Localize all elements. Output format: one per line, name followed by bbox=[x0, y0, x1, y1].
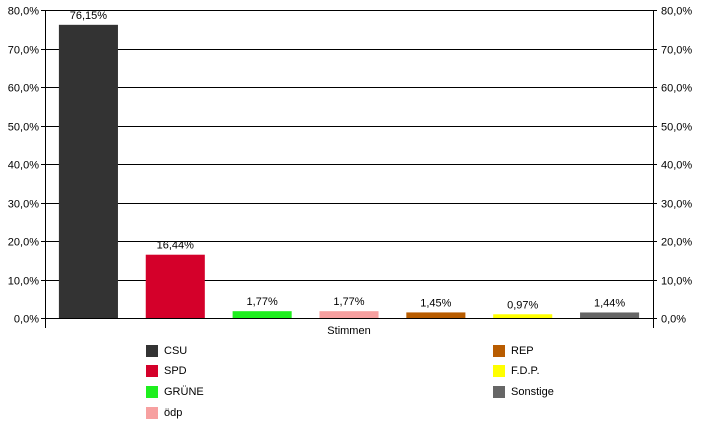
data-label: 1,44% bbox=[594, 297, 625, 309]
y-tick-label-right: 10,0% bbox=[661, 276, 692, 288]
bar-REP bbox=[406, 312, 466, 318]
bar-CSU bbox=[58, 24, 118, 318]
y-tick-label-left: 30,0% bbox=[8, 199, 39, 211]
data-label: 76,15% bbox=[70, 10, 108, 22]
axes: 0,0% 0,0% 10,0% 10,0% 20,0% 20,0% 30,0% 30,0% 40… bbox=[8, 6, 692, 328]
y-tick-label-right: 20,0% bbox=[661, 237, 692, 249]
y-tick-label-right: 60,0% bbox=[661, 83, 692, 95]
data-labels: 76,15% 16,44% 1,77% 1,77% 1,45% 0,97% 1,44% bbox=[70, 10, 626, 311]
y-tick-label-right: 30,0% bbox=[661, 199, 692, 211]
data-label: 1,77% bbox=[247, 296, 278, 308]
x-axis-label: Stimmen bbox=[327, 325, 370, 337]
bar-Sonstige bbox=[580, 312, 640, 318]
bar-ödp bbox=[319, 311, 379, 318]
y-tick-label-left: 50,0% bbox=[8, 122, 39, 134]
data-label: 16,44% bbox=[157, 240, 195, 252]
data-label: 0,97% bbox=[507, 299, 538, 311]
y-tick-label-left: 40,0% bbox=[8, 160, 39, 172]
y-tick-label-left: 20,0% bbox=[8, 237, 39, 249]
y-tick-label-right: 0,0% bbox=[661, 314, 686, 326]
y-tick-label-right: 80,0% bbox=[661, 6, 692, 18]
bar-SPD bbox=[145, 254, 205, 318]
bar-F.D.P. bbox=[493, 314, 553, 318]
y-tick-label-right: 70,0% bbox=[661, 45, 692, 57]
data-label: 1,77% bbox=[333, 296, 364, 308]
y-tick-label-left: 60,0% bbox=[8, 83, 39, 95]
data-label: 1,45% bbox=[420, 297, 451, 309]
y-tick-label-right: 40,0% bbox=[661, 160, 692, 172]
gridlines bbox=[45, 10, 653, 319]
y-tick-label-left: 80,0% bbox=[8, 6, 39, 18]
y-tick-label-left: 70,0% bbox=[8, 45, 39, 57]
y-tick-label-left: 0,0% bbox=[14, 314, 39, 326]
y-tick-label-right: 50,0% bbox=[661, 122, 692, 134]
bars bbox=[58, 24, 640, 318]
y-tick-label-left: 10,0% bbox=[8, 276, 39, 288]
bar-GRÜNE bbox=[232, 311, 292, 318]
